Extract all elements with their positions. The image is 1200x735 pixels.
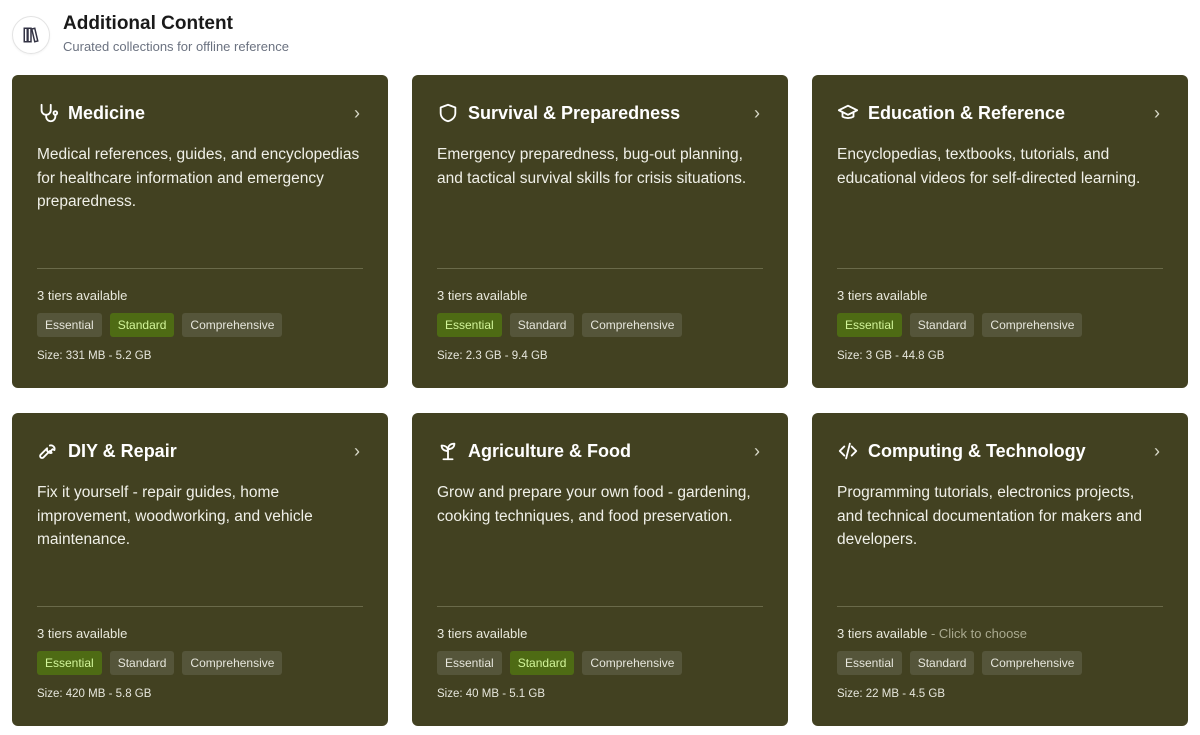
tier-chip-standard[interactable]: Standard <box>909 651 975 675</box>
tiers-label: 3 tiers available - Click to choose <box>837 626 1027 641</box>
chevron-right-icon[interactable]: › <box>1154 103 1160 123</box>
card-description: Emergency preparedness, bug-out planning… <box>437 146 747 187</box>
tiers-label: 3 tiers available <box>437 288 527 303</box>
card-description: Grow and prepare your own food - gardeni… <box>437 484 751 525</box>
card-title: DIY & Repair <box>68 440 177 461</box>
tiers-count: 3 tiers available <box>37 288 128 303</box>
size-range: Size: 3 GB - 44.8 GB <box>837 350 945 362</box>
card-title: Agriculture & Food <box>468 440 631 461</box>
collection-card-survival-preparedness[interactable]: Survival & Preparedness › Emergency prep… <box>412 75 788 388</box>
card-description: Fix it yourself - repair guides, home im… <box>37 484 313 548</box>
tier-chip-comprehensive[interactable]: Comprehensive <box>982 651 1083 675</box>
collection-card-education-reference[interactable]: Education & Reference › Encyclopedias, t… <box>812 75 1188 388</box>
tier-chip-essential[interactable]: Essential <box>837 651 902 675</box>
divider <box>837 268 1163 269</box>
card-title: Education & Reference <box>868 102 1066 123</box>
tier-chip-essential[interactable]: Essential <box>837 313 902 337</box>
tier-chip-comprehensive[interactable]: Comprehensive <box>582 651 683 675</box>
tiers-count: 3 tiers available <box>837 626 928 641</box>
shield-icon <box>439 103 457 123</box>
tiers-label: 3 tiers available <box>437 626 527 641</box>
tier-chip-standard[interactable]: Standard <box>509 651 575 675</box>
stethoscope-icon <box>40 103 59 123</box>
tier-chip-standard[interactable]: Standard <box>109 313 175 337</box>
tier-chip-essential[interactable]: Essential <box>437 651 502 675</box>
card-description: Encyclopedias, textbooks, tutorials, and… <box>837 146 1141 187</box>
collection-card-agriculture-food[interactable]: Agriculture & Food › Grow and prepare yo… <box>412 413 788 726</box>
size-range: Size: 40 MB - 5.1 GB <box>437 688 546 700</box>
card-title: Computing & Technology <box>868 440 1086 461</box>
tiers-count: 3 tiers available <box>437 288 528 303</box>
divider <box>437 606 763 607</box>
divider <box>37 606 363 607</box>
chevron-right-icon[interactable]: › <box>754 103 760 123</box>
collection-card-medicine[interactable]: Medicine › Medical references, guides, a… <box>12 75 388 388</box>
tier-chips: Essential Standard Comprehensive <box>837 651 1083 675</box>
card-description: Programming tutorials, electronics proje… <box>837 484 1143 548</box>
tier-chips: Essential Standard Comprehensive <box>37 313 283 337</box>
tiers-count: 3 tiers available <box>837 288 928 303</box>
library-icon <box>12 16 50 54</box>
tiers-label: 3 tiers available <box>837 288 927 303</box>
collection-card-computing-technology[interactable]: Computing & Technology › Programming tut… <box>812 413 1188 726</box>
tier-chips: Essential Standard Comprehensive <box>837 313 1083 337</box>
tiers-count: 3 tiers available <box>37 626 128 641</box>
chevron-right-icon[interactable]: › <box>754 441 760 461</box>
page-title: Additional Content <box>63 12 233 34</box>
tier-chips: Essential Standard Comprehensive <box>37 651 283 675</box>
divider <box>837 606 1163 607</box>
graduation-cap-icon <box>837 104 859 119</box>
size-range: Size: 331 MB - 5.2 GB <box>37 350 152 362</box>
card-description: Medical references, guides, and encyclop… <box>37 146 360 210</box>
choose-hint: - Click to choose <box>927 626 1028 641</box>
page-header: Additional Content Curated collections f… <box>12 12 289 54</box>
tier-chip-essential[interactable]: Essential <box>37 651 102 675</box>
tier-chip-standard[interactable]: Standard <box>509 313 575 337</box>
tier-chip-comprehensive[interactable]: Comprehensive <box>182 651 283 675</box>
tiers-count: 3 tiers available <box>437 626 528 641</box>
tier-chip-standard[interactable]: Standard <box>909 313 975 337</box>
tier-chip-comprehensive[interactable]: Comprehensive <box>982 313 1083 337</box>
tier-chip-essential[interactable]: Essential <box>437 313 502 337</box>
tier-chip-essential[interactable]: Essential <box>37 313 102 337</box>
size-range: Size: 22 MB - 4.5 GB <box>837 688 946 700</box>
page-subtitle: Curated collections for offline referenc… <box>63 38 289 54</box>
chevron-right-icon[interactable]: › <box>354 441 360 461</box>
collection-card-diy-repair[interactable]: DIY & Repair › Fix it yourself - repair … <box>12 413 388 726</box>
tier-chip-comprehensive[interactable]: Comprehensive <box>582 313 683 337</box>
card-title: Survival & Preparedness <box>468 102 681 123</box>
tiers-label: 3 tiers available <box>37 288 127 303</box>
size-range: Size: 2.3 GB - 9.4 GB <box>437 350 548 362</box>
wrench-icon <box>39 444 56 459</box>
tier-chips: Essential Standard Comprehensive <box>437 651 683 675</box>
card-title: Medicine <box>68 102 146 123</box>
collection-grid: Medicine › Medical references, guides, a… <box>12 75 1188 726</box>
divider <box>37 268 363 269</box>
size-range: Size: 420 MB - 5.8 GB <box>37 688 152 700</box>
chevron-right-icon[interactable]: › <box>1154 441 1160 461</box>
chevron-right-icon[interactable]: › <box>354 103 360 123</box>
code-icon <box>838 442 858 460</box>
tier-chips: Essential Standard Comprehensive <box>437 313 683 337</box>
tier-chip-comprehensive[interactable]: Comprehensive <box>182 313 283 337</box>
sprout-icon <box>440 442 456 461</box>
divider <box>437 268 763 269</box>
tier-chip-standard[interactable]: Standard <box>109 651 175 675</box>
tiers-label: 3 tiers available <box>37 626 127 641</box>
